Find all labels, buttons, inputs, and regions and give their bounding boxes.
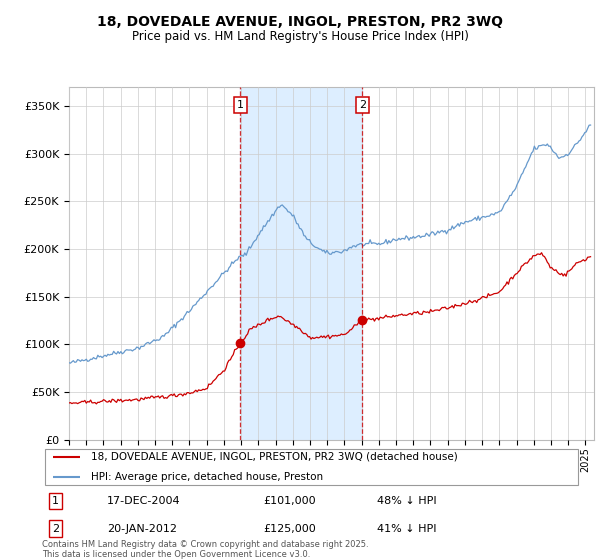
Text: 2: 2	[52, 524, 59, 534]
Text: Contains HM Land Registry data © Crown copyright and database right 2025.
This d: Contains HM Land Registry data © Crown c…	[42, 540, 368, 559]
FancyBboxPatch shape	[45, 449, 578, 485]
Text: 17-DEC-2004: 17-DEC-2004	[107, 496, 181, 506]
Text: HPI: Average price, detached house, Preston: HPI: Average price, detached house, Pres…	[91, 472, 323, 482]
Text: £101,000: £101,000	[263, 496, 316, 506]
Bar	[241, 87, 362, 440]
Text: 48% ↓ HPI: 48% ↓ HPI	[377, 496, 436, 506]
Text: 1: 1	[52, 496, 59, 506]
Text: 41% ↓ HPI: 41% ↓ HPI	[377, 524, 436, 534]
Text: 18, DOVEDALE AVENUE, INGOL, PRESTON, PR2 3WQ (detached house): 18, DOVEDALE AVENUE, INGOL, PRESTON, PR2…	[91, 452, 457, 462]
Text: Price paid vs. HM Land Registry's House Price Index (HPI): Price paid vs. HM Land Registry's House …	[131, 30, 469, 43]
Text: 18, DOVEDALE AVENUE, INGOL, PRESTON, PR2 3WQ: 18, DOVEDALE AVENUE, INGOL, PRESTON, PR2…	[97, 15, 503, 29]
Text: 1: 1	[237, 100, 244, 110]
Text: 20-JAN-2012: 20-JAN-2012	[107, 524, 177, 534]
Text: £125,000: £125,000	[263, 524, 316, 534]
Text: 2: 2	[359, 100, 366, 110]
